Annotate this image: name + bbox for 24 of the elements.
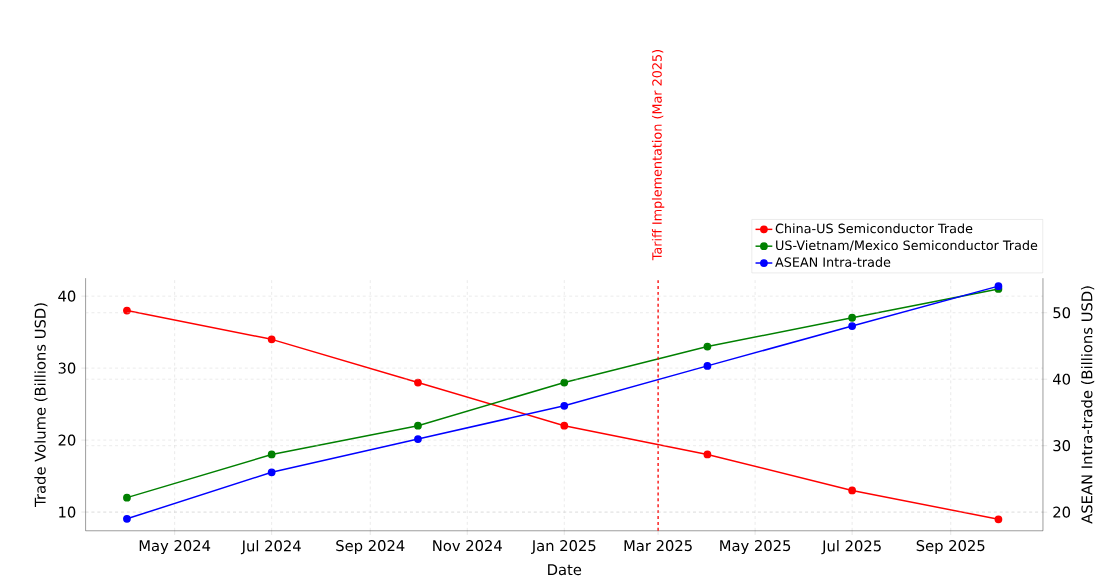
x-tick-label: Jan 2025 <box>531 540 596 554</box>
y2-tick-label: 50 <box>1053 307 1071 319</box>
y2-tick-label: 30 <box>1053 440 1071 452</box>
y2-tick-label: 20 <box>1053 506 1071 518</box>
x-tick-label: Sep 2025 <box>916 540 985 555</box>
x-tick-label: Jul 2024 <box>240 540 301 555</box>
y-tick-label: 10 <box>59 506 76 518</box>
x-tick-label: May 2025 <box>720 540 791 555</box>
y-axis-title: Trade Volume (Billions USD) <box>34 303 48 507</box>
y-tick-label: 30 <box>58 362 76 374</box>
legend-label: ASEAN Intra-trade <box>775 257 891 267</box>
x-tick-label: Sep 2024 <box>336 540 405 555</box>
legend-label: China-US Semiconductor Trade <box>775 223 973 234</box>
y-tick-label: 20 <box>58 434 76 446</box>
x-tick-label: Nov 2024 <box>433 540 502 552</box>
x-tick-label: Mar 2025 <box>624 540 692 552</box>
y2-tick-label: 40 <box>1053 373 1071 385</box>
ref-line-label: Tariff Implementation (Mar 2025) <box>651 50 665 261</box>
x-axis-title: Date <box>548 564 582 576</box>
legend-label: US-Vietnam/Mexico Semiconductor Trade <box>776 240 1038 252</box>
x-tick-label: Jul 2025 <box>821 540 881 555</box>
y2-axis-title: ASEAN Intra-trade (Billions USD) <box>1081 286 1095 524</box>
y-tick-label: 40 <box>58 290 76 302</box>
x-tick-label: May 2024 <box>139 540 211 555</box>
